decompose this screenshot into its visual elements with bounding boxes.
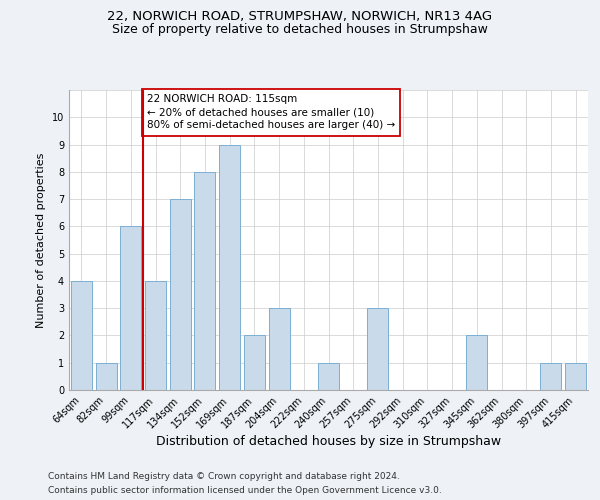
Text: Contains public sector information licensed under the Open Government Licence v3: Contains public sector information licen… bbox=[48, 486, 442, 495]
Text: Contains HM Land Registry data © Crown copyright and database right 2024.: Contains HM Land Registry data © Crown c… bbox=[48, 472, 400, 481]
Bar bbox=[71, 281, 92, 390]
Bar bbox=[219, 144, 240, 390]
Bar bbox=[565, 362, 586, 390]
Bar bbox=[244, 336, 265, 390]
Y-axis label: Number of detached properties: Number of detached properties bbox=[37, 152, 46, 328]
Bar bbox=[367, 308, 388, 390]
Bar bbox=[466, 336, 487, 390]
Text: 22 NORWICH ROAD: 115sqm
← 20% of detached houses are smaller (10)
80% of semi-de: 22 NORWICH ROAD: 115sqm ← 20% of detache… bbox=[147, 94, 395, 130]
Text: Size of property relative to detached houses in Strumpshaw: Size of property relative to detached ho… bbox=[112, 22, 488, 36]
Bar bbox=[269, 308, 290, 390]
Bar bbox=[95, 362, 116, 390]
Bar bbox=[541, 362, 562, 390]
Bar bbox=[170, 199, 191, 390]
Bar bbox=[318, 362, 339, 390]
Bar bbox=[120, 226, 141, 390]
Bar bbox=[145, 281, 166, 390]
X-axis label: Distribution of detached houses by size in Strumpshaw: Distribution of detached houses by size … bbox=[156, 436, 501, 448]
Bar bbox=[194, 172, 215, 390]
Text: 22, NORWICH ROAD, STRUMPSHAW, NORWICH, NR13 4AG: 22, NORWICH ROAD, STRUMPSHAW, NORWICH, N… bbox=[107, 10, 493, 23]
